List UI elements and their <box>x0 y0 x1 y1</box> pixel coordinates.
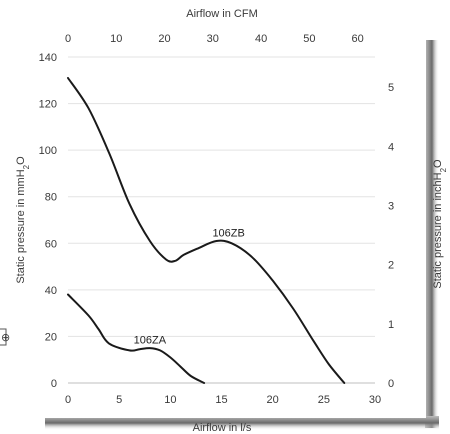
curve-label-106zb: 106ZB <box>212 227 244 239</box>
x2-tick-label: 60 <box>351 33 363 45</box>
x-tick-label: 30 <box>369 394 381 406</box>
x2-tick-label: 20 <box>158 33 170 45</box>
y-tick-label: 40 <box>45 285 57 297</box>
y2-tick-label: 5 <box>388 82 394 94</box>
plot-frame <box>0 0 426 418</box>
x-tick-label: 5 <box>116 394 122 406</box>
curve-label-106za: 106ZA <box>134 334 167 346</box>
y2-tick-label: 3 <box>388 201 394 213</box>
y2-tick-label: 0 <box>388 378 394 390</box>
x-tick-label: 20 <box>267 394 279 406</box>
tick-labels: 0 5 10 15 20 25 300 10 20 30 40 50 60020406080100120… <box>39 33 394 406</box>
y-tick-label: 60 <box>45 238 57 250</box>
y-tick-label: 120 <box>39 99 57 111</box>
y2-tick-label: 4 <box>388 141 394 153</box>
x2-tick-label: 50 <box>303 33 315 45</box>
curve-106za <box>67 293 206 384</box>
frame-shadow-bottom <box>45 416 439 430</box>
edge-marker-glyph: ⊕ <box>1 332 10 344</box>
y-tick-label: 80 <box>45 192 57 204</box>
x2-axis-title: Airflow in CFM <box>186 8 258 20</box>
x2-tick-label: 10 <box>110 33 122 45</box>
x-axis-title: Airflow in l/s <box>193 422 252 434</box>
curve-labels: 106ZB 106ZA <box>134 227 245 346</box>
edge-marker <box>0 328 7 346</box>
y2-axis-title: Static pressure in inchH2O <box>432 159 448 289</box>
frame-shadow-right <box>425 40 439 428</box>
y-tick-label: 20 <box>45 331 57 343</box>
gridlines <box>68 56 375 337</box>
x-tick-label: 10 <box>164 394 176 406</box>
x2-tick-label: 0 <box>65 33 71 45</box>
y-axis-title: Static pressure in mmH2O <box>15 156 31 284</box>
x2-tick-label: 30 <box>207 33 219 45</box>
y-tick-label: 0 <box>51 378 57 390</box>
y2-tick-label: 1 <box>388 319 394 331</box>
y-tick-label: 100 <box>39 145 57 157</box>
y2-tick-label: 2 <box>388 260 394 272</box>
curves <box>67 77 346 384</box>
x-tick-label: 0 <box>65 394 71 406</box>
y-tick-label: 140 <box>39 52 57 64</box>
x-tick-label: 15 <box>215 394 227 406</box>
curve-106zb <box>67 77 346 384</box>
x-tick-label: 25 <box>318 394 330 406</box>
x2-tick-label: 40 <box>255 33 267 45</box>
